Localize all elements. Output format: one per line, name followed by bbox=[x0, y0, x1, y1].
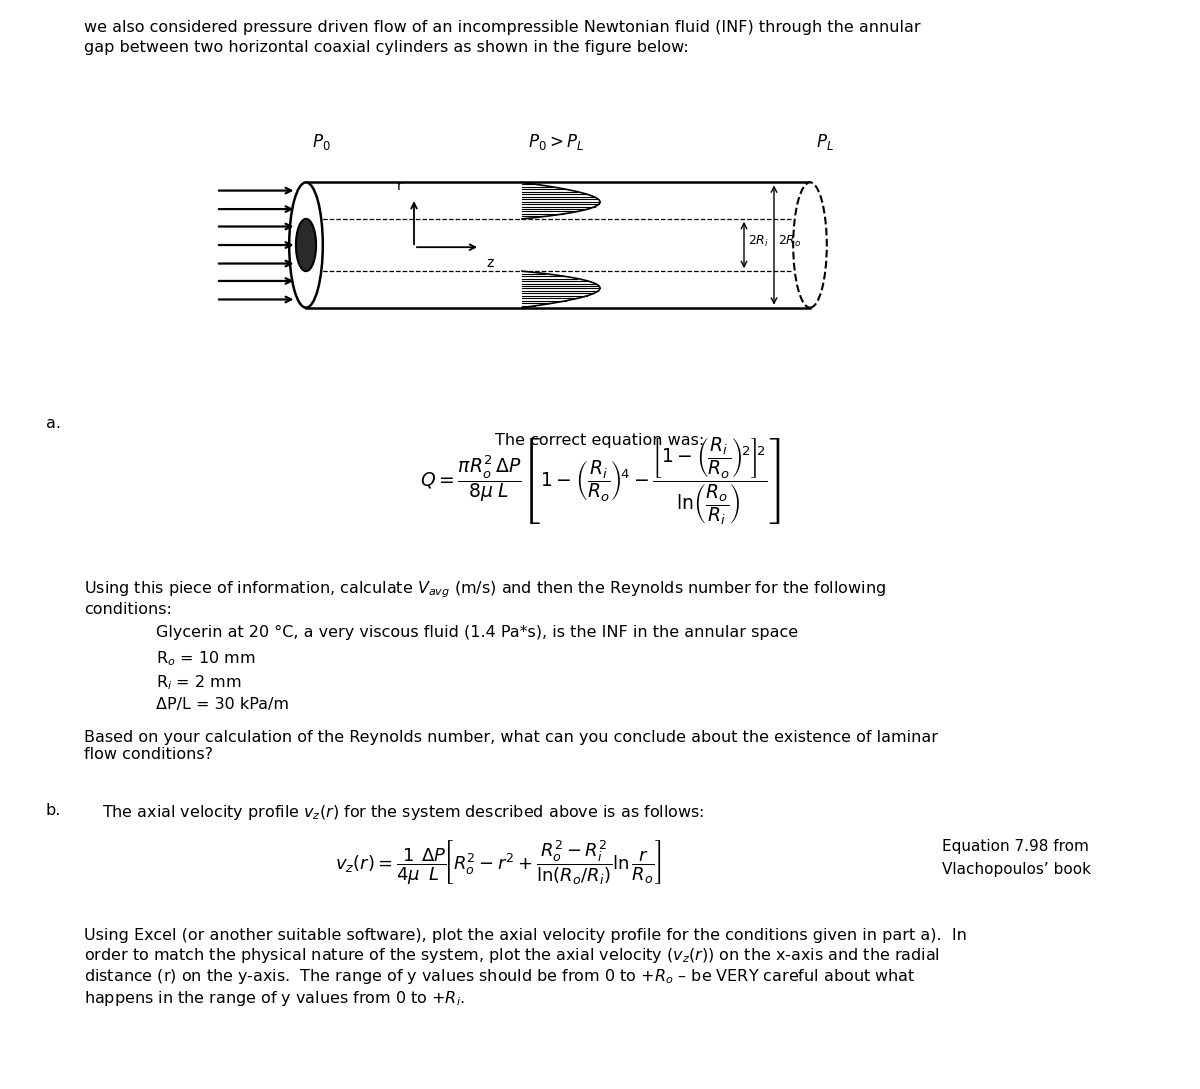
Text: we also considered pressure driven flow of an incompressible Newtonian fluid (IN: we also considered pressure driven flow … bbox=[84, 20, 920, 35]
Text: ΔP/L = 30 kPa/m: ΔP/L = 30 kPa/m bbox=[156, 697, 289, 712]
Text: The axial velocity profile $v_z(r)$ for the system described above is as follows: The axial velocity profile $v_z(r)$ for … bbox=[102, 803, 704, 821]
Text: $v_z(r) = \dfrac{1}{4\mu}\dfrac{\Delta P}{L}\!\left[R_o^2 - r^2 + \dfrac{R_o^2 -: $v_z(r) = \dfrac{1}{4\mu}\dfrac{\Delta P… bbox=[335, 839, 661, 886]
Text: Using Excel (or another suitable software), plot the axial velocity profile for : Using Excel (or another suitable softwar… bbox=[84, 928, 967, 1008]
Text: r: r bbox=[397, 179, 402, 193]
Bar bbox=[306, 182, 810, 307]
Text: Equation 7.98 from
Vlachopoulos’ book: Equation 7.98 from Vlachopoulos’ book bbox=[942, 839, 1091, 878]
Text: gap between two horizontal coaxial cylinders as shown in the figure below:: gap between two horizontal coaxial cylin… bbox=[84, 40, 689, 56]
Text: Based on your calculation of the Reynolds number, what can you conclude about th: Based on your calculation of the Reynold… bbox=[84, 730, 938, 762]
Ellipse shape bbox=[289, 182, 323, 307]
Text: Glycerin at 20 °C, a very viscous fluid (1.4 Pa*s), is the INF in the annular sp: Glycerin at 20 °C, a very viscous fluid … bbox=[156, 625, 798, 640]
Text: b.: b. bbox=[46, 803, 61, 818]
Text: $2R_o$: $2R_o$ bbox=[778, 234, 802, 249]
Ellipse shape bbox=[296, 219, 316, 271]
Ellipse shape bbox=[793, 182, 827, 307]
Text: R$_o$ = 10 mm: R$_o$ = 10 mm bbox=[156, 649, 256, 668]
Text: R$_i$ = 2 mm: R$_i$ = 2 mm bbox=[156, 673, 241, 692]
Text: $P_0 > P_L$: $P_0 > P_L$ bbox=[528, 132, 584, 151]
Text: The correct equation was:: The correct equation was: bbox=[496, 433, 704, 449]
Text: Using this piece of information, calculate $V_{avg}$ (m/s) and then the Reynolds: Using this piece of information, calcula… bbox=[84, 579, 886, 617]
Text: a.: a. bbox=[46, 416, 60, 431]
Text: $Q = \dfrac{\pi R_o^2\, \Delta P}{8\mu\; L}\left[1 - \left(\dfrac{R_i}{R_o}\righ: $Q = \dfrac{\pi R_o^2\, \Delta P}{8\mu\;… bbox=[420, 436, 780, 527]
Text: $2R_i$: $2R_i$ bbox=[748, 234, 769, 249]
Text: $P_0$: $P_0$ bbox=[312, 132, 331, 151]
Text: $P_L$: $P_L$ bbox=[816, 132, 834, 151]
Text: z: z bbox=[486, 256, 493, 270]
